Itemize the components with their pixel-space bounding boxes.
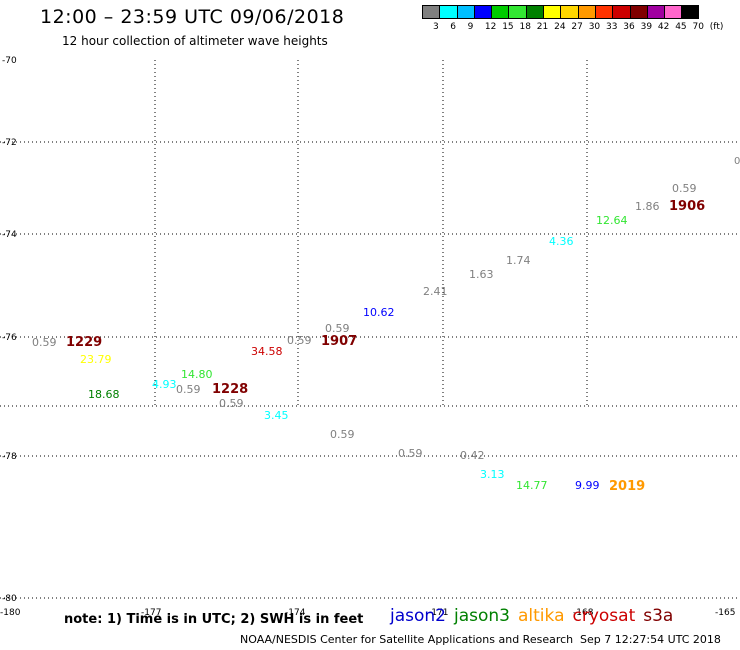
legend-swatch [664, 5, 682, 19]
map-subtitle: 12 hour collection of altimeter wave hei… [62, 34, 328, 48]
wave-height-label: 1.63 [469, 268, 494, 281]
legend-label: 15 [502, 22, 514, 32]
wave-height-label: 4.36 [549, 235, 574, 248]
graticule-grid [0, 60, 740, 599]
latitude-label: -76 [2, 333, 17, 343]
legend-swatch [508, 5, 526, 19]
wave-height-label: 0.59 [32, 336, 57, 349]
color-legend-labels: 3 6 9 12 15 18 21 24 27 30 33 36 39 42 45 70 (ft) [422, 22, 740, 34]
legend-label: 42 [657, 22, 670, 32]
wave-height-label: 4.93 [152, 378, 177, 391]
wave-height-label: 18.68 [88, 388, 120, 401]
legend-label: 27 [571, 22, 583, 32]
longitude-label: -180 [0, 608, 21, 618]
legend-swatch [612, 5, 630, 19]
axis-labels: -70 -72 -74 -76 -78 -80 -180 -177 -174 -171 -168 -1… [0, 56, 740, 618]
wave-height-label: 0.59 [398, 447, 423, 460]
legend-label: 18 [519, 22, 531, 32]
legend-label: 39 [640, 22, 653, 32]
longitude-label: -168 [573, 608, 594, 618]
legend-label: 45 [675, 22, 687, 32]
wave-height-label: 10.62 [363, 306, 395, 319]
time-label: 1228 [212, 382, 248, 397]
latitude-label: -72 [2, 138, 17, 148]
satellite-altika: altika [518, 606, 565, 626]
wave-height-label: 0.59 [219, 397, 244, 410]
legend-swatch [646, 5, 665, 19]
legend-label: 6 [450, 22, 457, 32]
time-label: 2019 [609, 479, 645, 494]
legend-swatch [594, 5, 613, 19]
legend-label: 24 [554, 22, 566, 32]
satellite-s3a: s3a [643, 606, 674, 626]
wave-height-label: 0.59 [325, 322, 350, 335]
legend-swatch [422, 5, 440, 19]
wave-height-label: 0.59 [287, 334, 312, 347]
legend-label: 9 [467, 22, 474, 32]
legend-label: 33 [606, 22, 618, 32]
wave-height-label: 14.77 [516, 479, 548, 492]
satellite-cryosat: cryosat [572, 606, 636, 626]
footer-note: note: 1) Time is in UTC; 2) SWH is in fe… [64, 612, 364, 627]
wave-height-label: 0.59 [672, 182, 697, 195]
latitude-label: -80 [2, 594, 17, 604]
time-label: 1906 [669, 199, 705, 214]
legend-swatch [543, 5, 561, 19]
wave-height-label: 9.99 [575, 479, 600, 492]
edge-label: 0 [734, 156, 740, 167]
wave-height-label: 1.86 [635, 200, 660, 213]
wave-height-label: 0.59 [176, 383, 201, 396]
color-legend [422, 5, 699, 19]
satellite-jason2: jason2 [390, 606, 446, 626]
footer-credit: NOAA/NESDIS Center for Satellite Applica… [240, 633, 574, 646]
wave-height-label: 3.13 [480, 468, 505, 481]
latitude-label: -78 [2, 452, 17, 462]
legend-swatch [473, 5, 492, 19]
wave-height-label: 12.64 [596, 214, 628, 227]
longitude-label: -177 [141, 608, 161, 618]
legend-label: 30 [588, 22, 601, 32]
legend-label: (ft) [709, 22, 724, 32]
legend-swatch [560, 5, 578, 19]
legend-swatch [577, 5, 595, 19]
satellite-jason3: jason3 [454, 606, 510, 626]
wave-height-label: 14.80 [181, 368, 213, 381]
wave-height-label: 34.58 [251, 345, 283, 358]
legend-label: 21 [536, 22, 549, 32]
latitude-label: -70 [2, 56, 17, 66]
footer-timestamp: Sep 7 12:27:54 UTC 2018 [580, 633, 721, 646]
longitude-label: -165 [715, 608, 735, 618]
wave-height-label: 3.45 [264, 409, 289, 422]
wave-height-label: 1.74 [506, 254, 531, 267]
wave-height-label: 0.59 [330, 428, 355, 441]
time-label: 1907 [321, 334, 357, 349]
legend-swatch [491, 5, 509, 19]
legend-swatch [439, 5, 457, 19]
legend-swatch [456, 5, 474, 19]
legend-swatch [629, 5, 647, 19]
legend-swatch [681, 5, 699, 19]
wave-height-label: 0.42 [460, 449, 485, 462]
longitude-label: -174 [285, 608, 306, 618]
satellite-key: jason2 jason3 altika cryosat s3a [390, 606, 681, 626]
time-label: 1229 [66, 335, 102, 350]
map-title: 12:00 – 23:59 UTC 09/06/2018 [40, 6, 345, 28]
legend-label: 3 [433, 22, 439, 32]
latitude-label: -74 [2, 230, 17, 240]
legend-label: 70 [692, 22, 704, 32]
legend-label: 12 [484, 22, 497, 32]
longitude-label: -171 [428, 608, 448, 618]
legend-label: 36 [623, 22, 635, 32]
wave-height-label: 23.79 [80, 353, 112, 366]
wave-height-label: 2.41 [423, 285, 448, 298]
legend-swatch [525, 5, 544, 19]
